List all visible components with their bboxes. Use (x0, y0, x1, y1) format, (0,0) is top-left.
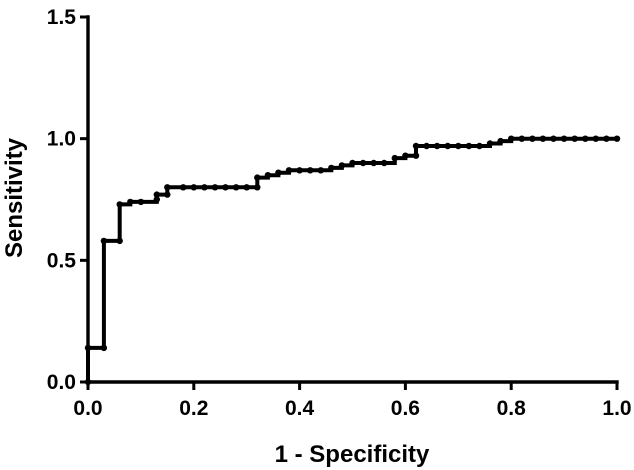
roc-point (338, 162, 346, 169)
roc-point (307, 167, 314, 174)
ticks: 0.0 0.2 0.4 0.6 0.8 1.0 0.0 0.5 1.0 1.5 (47, 6, 632, 420)
roc-point (164, 184, 171, 191)
y-axis-title: Sensitivity (1, 137, 28, 258)
roc-point (222, 184, 229, 191)
roc-point (296, 167, 303, 174)
roc-point (412, 142, 420, 150)
roc-point (433, 142, 441, 150)
axes (86, 15, 619, 384)
y-tick-label: 0.5 (47, 249, 77, 272)
y-tick-label: 1.5 (47, 6, 77, 29)
roc-point (508, 135, 515, 142)
roc-point (613, 135, 621, 142)
roc-point (190, 184, 197, 191)
x-axis-title: 1 - Specificity (275, 441, 430, 468)
x-tick-label: 1.0 (602, 397, 631, 420)
roc-point (232, 184, 240, 191)
roc-point (455, 142, 462, 150)
roc-point (550, 135, 557, 142)
roc-point (153, 196, 160, 203)
roc-point (127, 198, 134, 206)
roc-point (423, 142, 430, 150)
roc-point (391, 154, 398, 162)
roc-point (100, 237, 108, 245)
roc-point (100, 344, 108, 352)
roc-point (153, 191, 160, 198)
roc-point (381, 159, 388, 167)
roc-point (164, 191, 171, 198)
roc-point (603, 135, 610, 142)
roc-point (582, 135, 589, 142)
y-tick-label: 1.0 (47, 128, 76, 151)
roc-point (560, 135, 568, 142)
x-tick-label: 0.4 (285, 397, 315, 420)
x-tick-label: 0.8 (497, 397, 527, 420)
roc-point (444, 142, 451, 150)
roc-point (529, 135, 536, 142)
roc-point (116, 237, 123, 245)
roc-point (254, 174, 261, 181)
roc-point (137, 198, 145, 206)
roc-point (211, 184, 219, 191)
roc-point (592, 135, 599, 142)
roc-point (465, 142, 473, 150)
roc-point (201, 184, 208, 191)
roc-point (497, 137, 504, 145)
plot-area (84, 135, 621, 386)
roc-point (402, 152, 409, 159)
x-tick-label: 0.2 (179, 397, 208, 420)
roc-point (359, 159, 367, 167)
roc-curve-line (86, 136, 617, 382)
roc-point (317, 167, 324, 174)
y-tick-label: 0.0 (47, 371, 76, 394)
roc-point (571, 135, 578, 142)
roc-point (254, 184, 261, 191)
roc-point (328, 164, 335, 172)
roc-point (476, 142, 483, 150)
roc-point (264, 172, 272, 179)
roc-point (486, 140, 494, 147)
roc-point (243, 184, 250, 191)
roc-point (180, 184, 187, 191)
x-tick-label: 0.6 (391, 397, 420, 420)
roc-point (518, 135, 525, 142)
roc-point (539, 135, 547, 142)
roc-point (370, 159, 377, 167)
x-tick-label: 0.0 (73, 397, 102, 420)
roc-point (349, 159, 356, 167)
roc-point (275, 169, 282, 176)
roc-point (285, 167, 293, 174)
roc-point (412, 152, 420, 159)
roc-point (116, 201, 123, 208)
